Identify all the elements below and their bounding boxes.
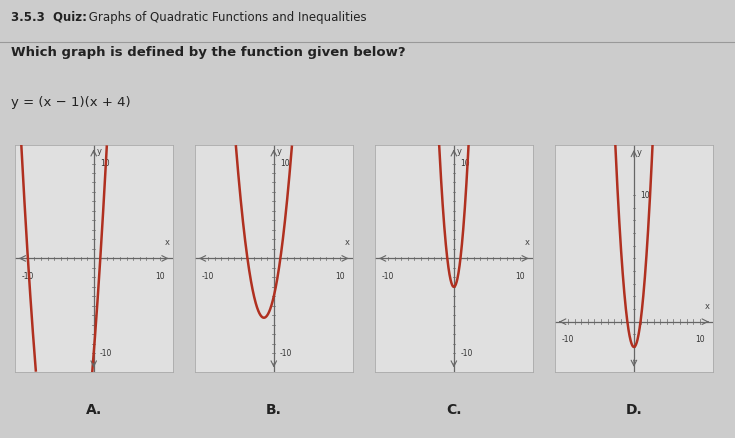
- Text: -10: -10: [100, 349, 112, 358]
- Text: C.: C.: [446, 403, 462, 417]
- Text: D.: D.: [625, 403, 642, 417]
- Text: x: x: [705, 302, 710, 311]
- Text: Which graph is defined by the function given below?: Which graph is defined by the function g…: [11, 46, 406, 59]
- Text: -10: -10: [280, 349, 293, 358]
- Text: 10: 10: [695, 336, 705, 344]
- Text: y: y: [457, 147, 462, 156]
- Text: -10: -10: [381, 272, 394, 281]
- Text: x: x: [345, 238, 350, 247]
- Text: y: y: [277, 147, 282, 156]
- Text: y: y: [637, 148, 642, 157]
- Text: 10: 10: [640, 191, 650, 200]
- Text: 10: 10: [515, 272, 525, 281]
- Text: 10: 10: [335, 272, 345, 281]
- Text: B.: B.: [266, 403, 282, 417]
- Text: 10: 10: [280, 159, 290, 168]
- Text: A.: A.: [85, 403, 102, 417]
- Text: y: y: [97, 147, 102, 156]
- Text: -10: -10: [201, 272, 214, 281]
- Text: -10: -10: [460, 349, 473, 358]
- Text: -10: -10: [562, 336, 574, 344]
- Text: x: x: [165, 238, 170, 247]
- Text: x: x: [525, 238, 530, 247]
- Text: 10: 10: [155, 272, 165, 281]
- Text: 3.5.3  Quiz:: 3.5.3 Quiz:: [11, 11, 87, 24]
- Text: 10: 10: [100, 159, 110, 168]
- Text: Graphs of Quadratic Functions and Inequalities: Graphs of Quadratic Functions and Inequa…: [85, 11, 366, 24]
- Text: 10: 10: [460, 159, 470, 168]
- Text: y = (x − 1)(x + 4): y = (x − 1)(x + 4): [11, 96, 131, 110]
- Text: -10: -10: [21, 272, 34, 281]
